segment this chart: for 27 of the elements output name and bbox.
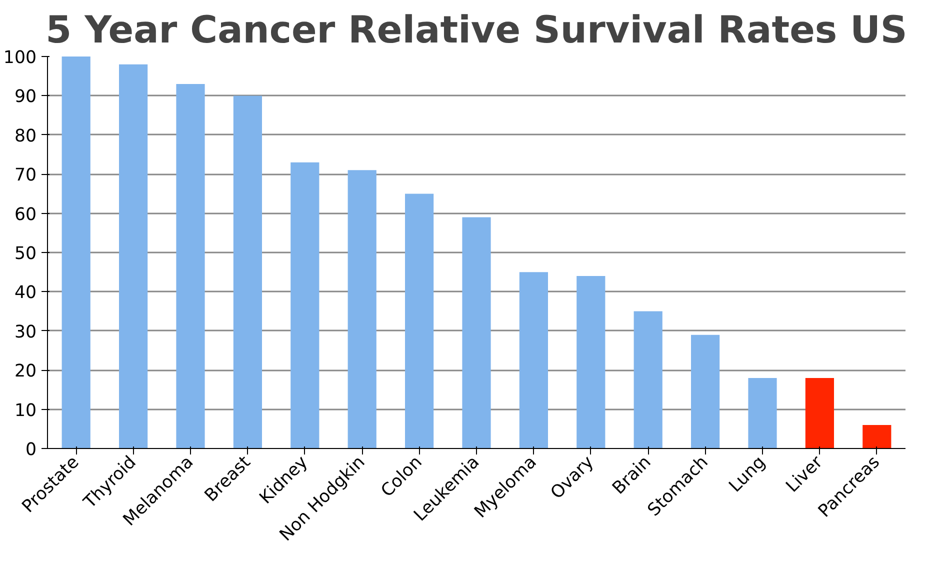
bar xyxy=(862,424,892,448)
bar xyxy=(748,378,777,448)
bar xyxy=(576,276,606,448)
bar xyxy=(462,217,491,448)
y-tick-label: 20 xyxy=(14,362,37,382)
bar xyxy=(805,378,834,448)
y-tick-label: 50 xyxy=(14,244,37,264)
bar xyxy=(691,334,720,448)
bar xyxy=(62,56,90,448)
y-tick-label: 40 xyxy=(14,283,37,304)
chart-title: 5 Year Cancer Relative Survival Rates US xyxy=(46,8,908,52)
y-tick-label: 60 xyxy=(14,204,37,225)
y-tick-label: 30 xyxy=(14,322,37,342)
y-tick-label: 90 xyxy=(14,87,37,108)
bar xyxy=(176,84,205,448)
bar xyxy=(634,311,662,448)
bar xyxy=(290,162,320,448)
bar xyxy=(348,170,376,448)
bar xyxy=(119,64,148,448)
y-tick-label: 70 xyxy=(14,166,37,186)
bar xyxy=(405,194,434,448)
y-tick-label: 80 xyxy=(14,126,37,146)
bar xyxy=(519,272,548,448)
y-tick-label: 10 xyxy=(14,400,37,421)
y-tick-label: 0 xyxy=(25,440,37,460)
y-tick-label: 100 xyxy=(3,48,37,68)
bar xyxy=(233,96,262,448)
